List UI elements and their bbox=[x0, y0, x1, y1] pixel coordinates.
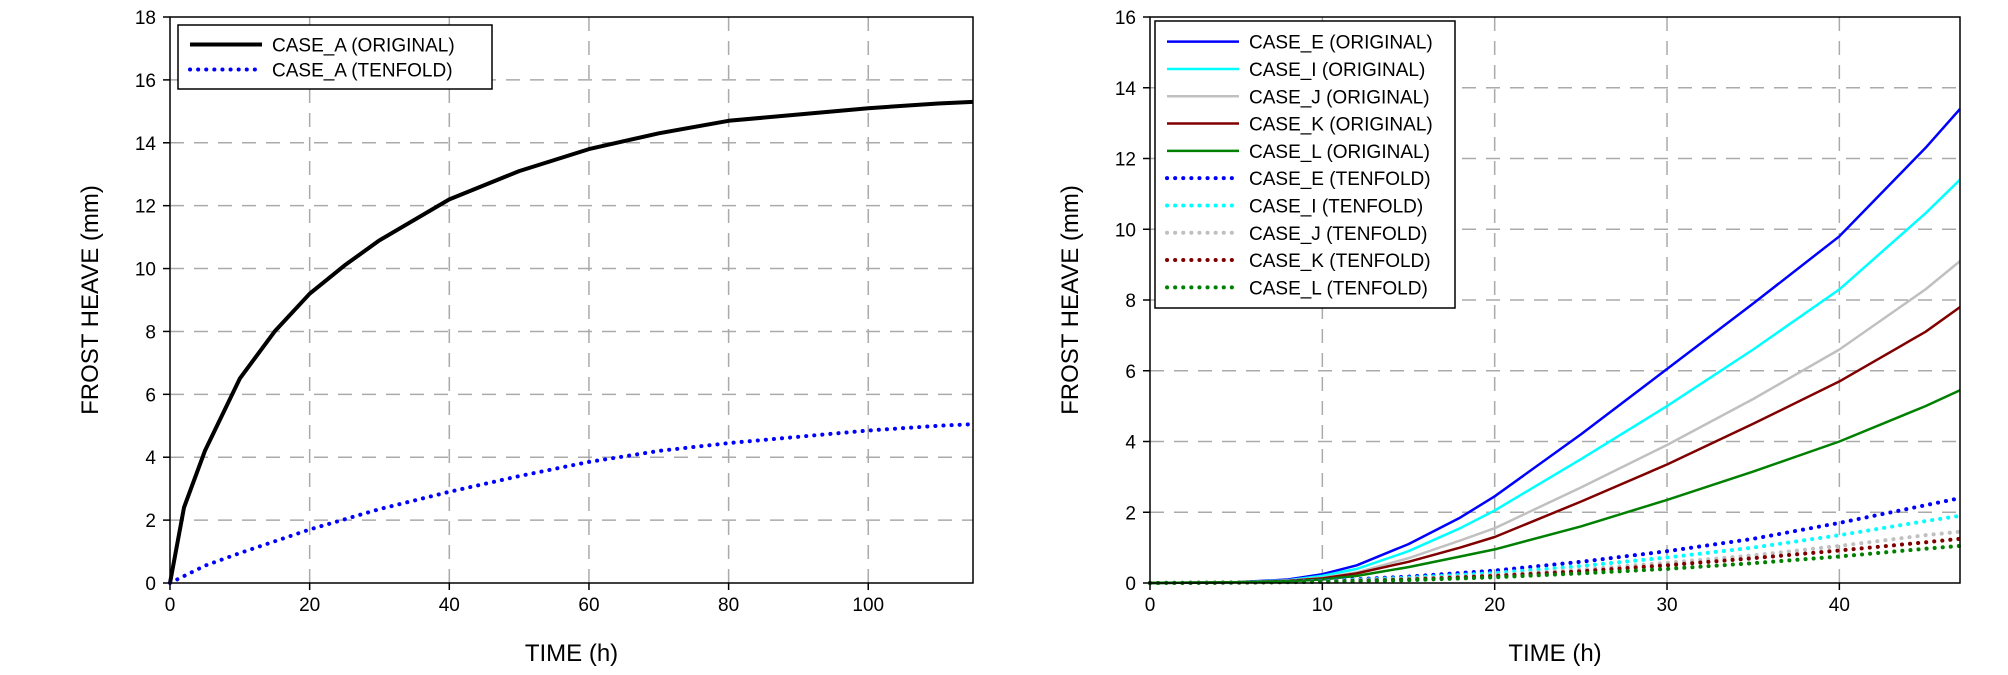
x-tick-label: 0 bbox=[165, 595, 176, 616]
y-tick-label: 10 bbox=[135, 260, 156, 281]
y-axis-label: FROST HEAVE (mm) bbox=[77, 185, 104, 415]
y-tick-label: 2 bbox=[145, 511, 156, 532]
legend-label: CASE_E (ORIGINAL) bbox=[1249, 33, 1433, 54]
series-line-10 bbox=[1148, 543, 1962, 585]
y-tick-label: 18 bbox=[135, 8, 156, 29]
y-tick-label: 6 bbox=[145, 385, 156, 406]
y-tick-label: 0 bbox=[145, 574, 156, 595]
x-tick-label: 40 bbox=[439, 595, 460, 616]
chart-panel-1: 0 20 40 60 80 100 0 2 4 6 8 10 12 14 16 18 TIME (h) FROST… bbox=[77, 8, 975, 667]
plot-frame bbox=[169, 16, 974, 584]
x-axis-label: TIME (h) bbox=[525, 640, 618, 667]
legend-box bbox=[177, 24, 493, 90]
legend-label: CASE_I (ORIGINAL) bbox=[1249, 60, 1425, 81]
y-tick-label: 14 bbox=[1115, 79, 1137, 100]
series-line-2 bbox=[168, 422, 975, 585]
y-tick-label: 4 bbox=[145, 448, 156, 469]
y-tick-label: 6 bbox=[1125, 362, 1136, 383]
legend-label: CASE_J (TENFOLD) bbox=[1249, 224, 1427, 245]
x-axis-label: TIME (h) bbox=[1508, 640, 1601, 667]
series-line-9 bbox=[1148, 536, 1962, 585]
x-tick-label: 0 bbox=[1145, 595, 1156, 616]
legend-label: CASE_J (ORIGINAL) bbox=[1249, 87, 1430, 108]
x-tick-label: 10 bbox=[1312, 595, 1333, 616]
series-line-5 bbox=[1149, 389, 1961, 585]
y-tick-label: 8 bbox=[145, 322, 156, 343]
y-tick-label: 10 bbox=[1115, 220, 1136, 241]
y-tick-label: 12 bbox=[135, 197, 156, 218]
legend: CASE_A (ORIGINAL) CASE_A (TENFOLD) bbox=[177, 24, 493, 90]
series-line-3 bbox=[1149, 260, 1961, 585]
series-line-1 bbox=[168, 99, 974, 584]
x-tick-label: 20 bbox=[299, 595, 320, 616]
series-line-8 bbox=[1148, 529, 1962, 585]
y-tick-label: 16 bbox=[1115, 8, 1136, 29]
series-line-4 bbox=[1149, 306, 1961, 585]
y-tick-label: 12 bbox=[1115, 150, 1136, 171]
y-tick-label: 16 bbox=[135, 71, 156, 92]
x-tick-label: 30 bbox=[1656, 595, 1677, 616]
legend-label: CASE_I (TENFOLD) bbox=[1249, 196, 1423, 217]
y-tick-label: 8 bbox=[1125, 291, 1136, 312]
x-tick-label: 100 bbox=[852, 595, 884, 616]
legend-label: CASE_A (TENFOLD) bbox=[272, 61, 453, 82]
y-tick-label: 0 bbox=[1125, 574, 1136, 595]
legend-label: CASE_E (TENFOLD) bbox=[1249, 169, 1431, 190]
legend: CASE_E (ORIGINAL) CASE_I (ORIGINAL) CASE_J… bbox=[1154, 20, 1456, 309]
chart-panel-2: 0 10 20 30 40 0 2 4 6 8 10 12 14 16 TIME (h) FROST HEAV… bbox=[1057, 8, 1962, 667]
legend-label: CASE_K (TENFOLD) bbox=[1249, 251, 1431, 272]
series-line-7 bbox=[1148, 513, 1962, 585]
legend-label: CASE_L (ORIGINAL) bbox=[1249, 142, 1430, 163]
legend-label: CASE_A (ORIGINAL) bbox=[272, 36, 455, 57]
x-tick-label: 20 bbox=[1484, 595, 1505, 616]
y-tick-label: 4 bbox=[1125, 433, 1136, 454]
legend-label: CASE_K (ORIGINAL) bbox=[1249, 115, 1433, 136]
y-axis-label: FROST HEAVE (mm) bbox=[1057, 185, 1084, 415]
x-tick-label: 40 bbox=[1829, 595, 1850, 616]
series-line-6 bbox=[1148, 496, 1962, 585]
x-tick-label: 60 bbox=[578, 595, 599, 616]
y-tick-label: 2 bbox=[1125, 503, 1136, 524]
legend-label: CASE_L (TENFOLD) bbox=[1249, 278, 1428, 299]
x-tick-label: 80 bbox=[718, 595, 739, 616]
y-tick-label: 14 bbox=[135, 134, 157, 155]
